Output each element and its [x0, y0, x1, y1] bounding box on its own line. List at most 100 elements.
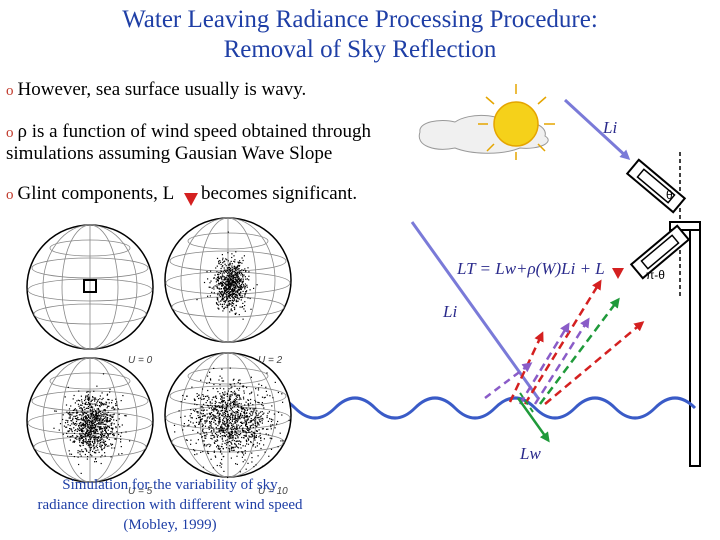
simulation-dot [93, 430, 95, 432]
simulation-dot [202, 425, 204, 427]
simulation-dot [73, 440, 75, 442]
simulation-dot [106, 418, 108, 420]
simulation-dot [250, 441, 252, 444]
simulation-dot [230, 387, 232, 389]
simulation-dot [270, 426, 272, 428]
simulation-dot [76, 435, 78, 437]
simulation-dot [69, 439, 71, 441]
simulation-dot [82, 417, 84, 419]
simulation-dot [90, 417, 92, 419]
simulation-dot [220, 293, 222, 296]
simulation-dot [201, 436, 203, 438]
simulation-dot [239, 293, 241, 295]
simulation-dot [219, 261, 222, 263]
simulation-dot [182, 394, 184, 397]
simulation-dot [232, 283, 234, 285]
simulation-dot [239, 306, 241, 308]
simulation-dot [229, 291, 231, 293]
simulation-dot [94, 425, 97, 427]
simulation-dot [87, 391, 89, 393]
simulation-dot [109, 433, 112, 435]
simulation-dot [99, 401, 101, 403]
simulation-dot [83, 416, 85, 418]
simulation-dot [233, 276, 235, 279]
simulation-dot [244, 293, 246, 296]
simulation-dot [214, 455, 216, 457]
simulation-dot [227, 290, 229, 292]
simulation-dot [79, 453, 81, 455]
simulation-dot [80, 437, 82, 439]
mounting-pole [689, 225, 701, 467]
simulation-dot [248, 429, 250, 432]
simulation-dot [233, 281, 235, 283]
simulation-dot [95, 413, 97, 415]
simulation-dot [245, 432, 247, 434]
simulation-dot [96, 428, 98, 431]
simulation-dot [230, 433, 232, 436]
simulation-dot [221, 290, 223, 292]
simulation-dot [250, 426, 252, 428]
simulation-dot [247, 399, 250, 401]
simulation-dot [241, 282, 243, 284]
simulation-dot [229, 398, 231, 400]
simulation-dot [125, 431, 127, 433]
simulation-dot [105, 404, 107, 406]
simulation-dot [225, 429, 227, 431]
simulation-dot [243, 434, 245, 437]
simulation-dot [234, 313, 237, 315]
simulation-dot [122, 395, 124, 397]
simulation-dot [233, 289, 235, 291]
simulation-dot [208, 443, 210, 445]
simulation-dot [225, 408, 227, 411]
simulation-dot [270, 418, 272, 420]
simulation-dot [235, 295, 237, 297]
simulation-dot [94, 421, 96, 423]
simulation-dot [92, 418, 94, 420]
simulation-dot [111, 416, 113, 418]
simulation-dot [243, 398, 245, 400]
simulation-dot [226, 410, 228, 412]
simulation-dot [232, 274, 234, 276]
simulation-dot [262, 465, 264, 467]
simulation-dot [80, 407, 82, 409]
simulation-dot [116, 431, 118, 433]
simulation-dot [240, 272, 242, 274]
simulation-dot [255, 388, 257, 390]
simulation-dot [120, 446, 122, 448]
simulation-dot [228, 435, 230, 437]
simulation-dot [105, 443, 107, 446]
simulation-dot [240, 280, 242, 282]
simulation-dot [236, 295, 238, 297]
simulation-dot [250, 392, 252, 394]
simulation-dot [233, 297, 235, 299]
simulation-dot [257, 416, 259, 419]
simulation-dot [194, 450, 196, 452]
simulation-dot [87, 435, 89, 437]
simulation-dot [96, 402, 98, 404]
simulation-dot [90, 410, 92, 412]
simulation-dot [93, 444, 95, 446]
simulation-dot [92, 435, 94, 437]
simulation-dot [236, 427, 238, 429]
simulation-dot [249, 297, 251, 300]
simulation-dot [87, 435, 89, 437]
simulation-dot [85, 422, 88, 425]
simulation-dot [89, 423, 91, 425]
simulation-dot [228, 286, 230, 288]
simulation-dot [234, 274, 236, 276]
simulation-dot [269, 418, 271, 420]
simulation-dot [231, 276, 233, 278]
simulation-dot [238, 440, 241, 442]
simulation-dot [74, 409, 76, 411]
simulation-dot [236, 435, 238, 437]
simulation-dot [194, 399, 196, 401]
simulation-dot [91, 416, 94, 418]
simulation-dot [105, 430, 107, 433]
simulation-dot [236, 401, 238, 403]
simulation-dot [242, 461, 244, 463]
simulation-dot [241, 272, 243, 274]
simulation-dot [224, 429, 226, 431]
simulation-dot [225, 407, 227, 410]
simulation-dot [102, 421, 104, 423]
simulation-dot [231, 281, 233, 284]
